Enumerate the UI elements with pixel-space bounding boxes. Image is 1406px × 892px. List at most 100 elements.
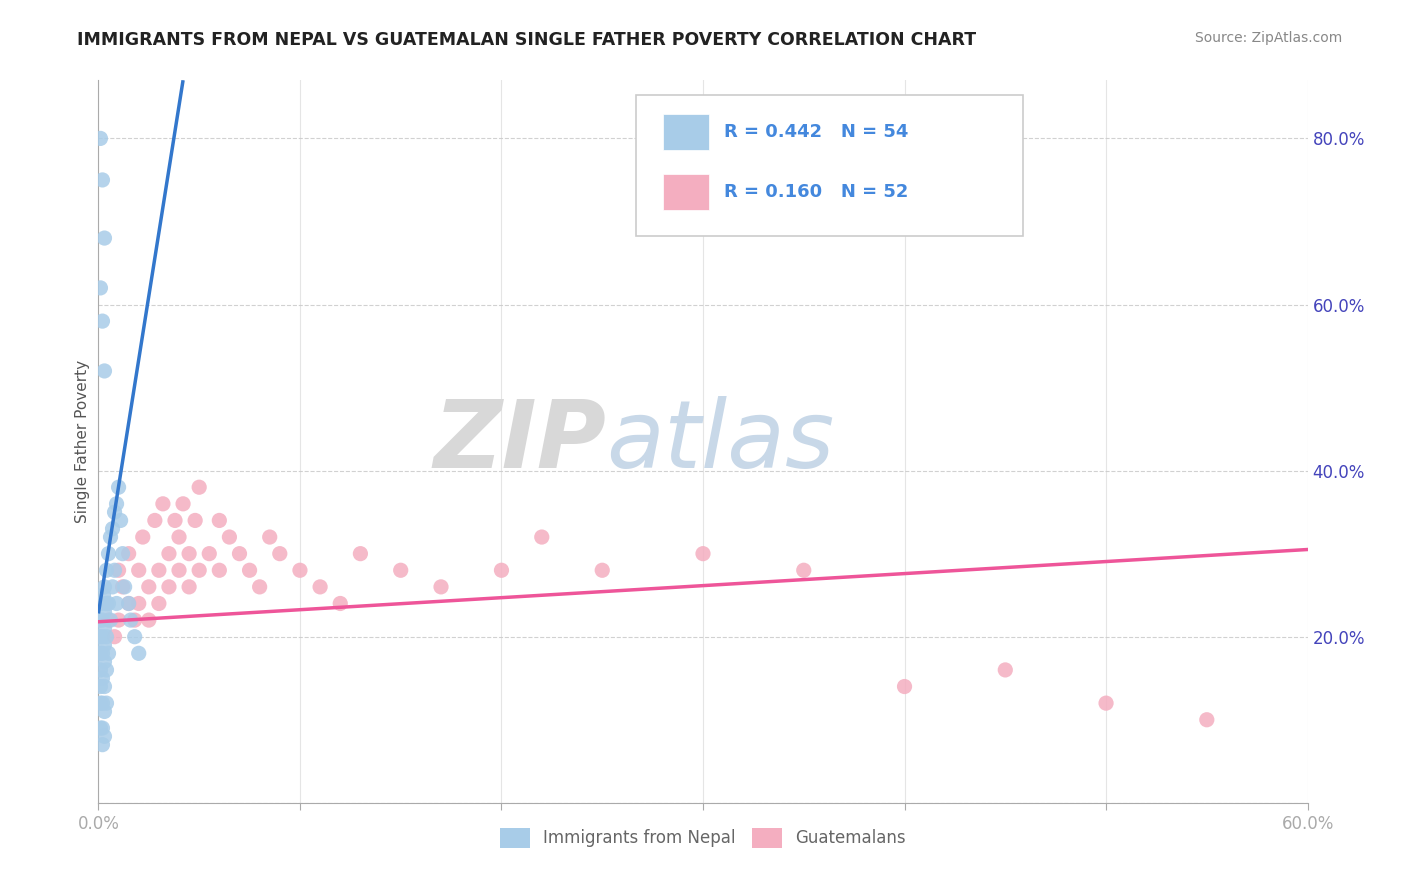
Point: [89, 696, 111, 710]
Point: [91, 314, 114, 328]
Text: R = 0.160   N = 52: R = 0.160 N = 52: [724, 183, 908, 202]
Point: [93, 655, 115, 669]
Point: [208, 563, 231, 577]
Point: [184, 513, 207, 527]
Point: [111, 547, 134, 561]
Text: R = 0.442   N = 54: R = 0.442 N = 54: [724, 123, 908, 141]
Point: [249, 580, 271, 594]
Point: [148, 597, 170, 611]
Point: [107, 563, 129, 577]
Point: [111, 580, 134, 594]
Point: [96, 696, 118, 710]
Point: [148, 563, 170, 577]
Point: [893, 680, 915, 694]
Point: [120, 613, 142, 627]
Point: [96, 563, 118, 577]
Point: [228, 547, 250, 561]
Point: [152, 497, 174, 511]
Text: atlas: atlas: [606, 396, 835, 487]
Y-axis label: Single Father Poverty: Single Father Poverty: [75, 360, 90, 523]
Point: [91, 173, 114, 187]
Point: [239, 563, 262, 577]
Point: [124, 630, 146, 644]
Point: [89, 281, 111, 295]
Point: [218, 530, 240, 544]
Point: [107, 480, 129, 494]
Point: [89, 680, 111, 694]
Point: [97, 597, 120, 611]
Point: [91, 738, 114, 752]
Point: [93, 580, 115, 594]
Point: [114, 580, 136, 594]
Point: [167, 563, 190, 577]
Point: [389, 563, 412, 577]
Point: [259, 530, 281, 544]
Point: [188, 563, 211, 577]
Point: [93, 364, 115, 378]
Point: [118, 547, 141, 561]
Point: [89, 613, 111, 627]
Point: [118, 597, 141, 611]
Point: [157, 547, 180, 561]
Point: [89, 663, 111, 677]
Point: [89, 721, 111, 735]
Point: [179, 580, 201, 594]
Point: [93, 638, 115, 652]
Bar: [664, 174, 709, 211]
Point: [188, 480, 211, 494]
Point: [93, 730, 115, 744]
Point: [105, 497, 128, 511]
Point: [93, 621, 115, 635]
Point: [97, 547, 120, 561]
Point: [309, 580, 332, 594]
Point: [430, 580, 453, 594]
Point: [93, 588, 115, 602]
Point: [157, 580, 180, 594]
Point: [124, 613, 146, 627]
Point: [138, 580, 160, 594]
Point: [132, 530, 155, 544]
Point: [172, 497, 194, 511]
Point: [288, 563, 311, 577]
Point: [329, 597, 352, 611]
Legend: Immigrants from Nepal, Guatemalans: Immigrants from Nepal, Guatemalans: [492, 820, 914, 856]
Point: [96, 663, 118, 677]
Text: ZIP: ZIP: [433, 395, 606, 488]
Point: [994, 663, 1017, 677]
Point: [96, 630, 118, 644]
Text: IMMIGRANTS FROM NEPAL VS GUATEMALAN SINGLE FATHER POVERTY CORRELATION CHART: IMMIGRANTS FROM NEPAL VS GUATEMALAN SING…: [77, 31, 976, 49]
Text: Source: ZipAtlas.com: Source: ZipAtlas.com: [1195, 31, 1343, 45]
Point: [101, 522, 124, 536]
Point: [103, 630, 125, 644]
Point: [1095, 696, 1118, 710]
Point: [89, 646, 111, 660]
Point: [91, 630, 114, 644]
Point: [101, 580, 124, 594]
Point: [91, 671, 114, 685]
Point: [107, 613, 129, 627]
Point: [91, 696, 114, 710]
Point: [128, 646, 150, 660]
Point: [93, 231, 115, 245]
Point: [179, 547, 201, 561]
Point: [118, 597, 141, 611]
Point: [128, 563, 150, 577]
Point: [167, 530, 190, 544]
Point: [163, 513, 186, 527]
Point: [105, 597, 128, 611]
Point: [128, 597, 150, 611]
Point: [269, 547, 291, 561]
Point: [96, 597, 118, 611]
Point: [100, 613, 122, 627]
Point: [692, 547, 714, 561]
Point: [110, 513, 132, 527]
Point: [91, 613, 114, 627]
Point: [89, 131, 111, 145]
Point: [103, 563, 125, 577]
Point: [93, 605, 115, 619]
Point: [90, 597, 112, 611]
Bar: [664, 114, 709, 151]
Point: [591, 563, 613, 577]
Point: [793, 563, 815, 577]
Point: [198, 547, 221, 561]
